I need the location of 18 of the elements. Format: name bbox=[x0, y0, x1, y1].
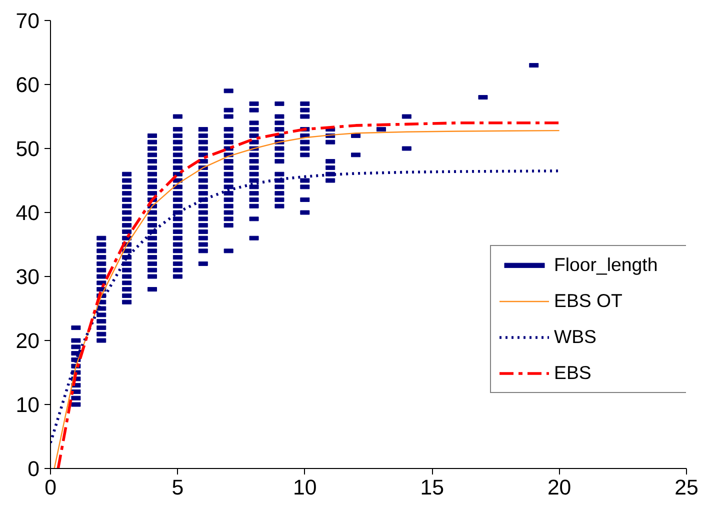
legend-label: EBS bbox=[554, 362, 592, 384]
legend-label: EBS OT bbox=[554, 290, 624, 312]
x-tick-label: 10 bbox=[293, 476, 317, 500]
y-tick-label: 60 bbox=[16, 73, 40, 97]
y-tick-label: 20 bbox=[16, 329, 40, 353]
y-tick-label: 30 bbox=[16, 265, 40, 289]
x-tick-label: 0 bbox=[44, 476, 57, 500]
y-tick-label: 40 bbox=[16, 201, 40, 225]
legend-label: WBS bbox=[554, 326, 598, 348]
legend-label: Floor_length bbox=[554, 254, 659, 276]
x-tick-label: 5 bbox=[172, 476, 184, 500]
y-tick-label: 70 bbox=[16, 9, 40, 33]
x-tick-label: 20 bbox=[547, 476, 572, 500]
y-tick-label: 50 bbox=[16, 137, 40, 161]
y-tick-label: 10 bbox=[16, 393, 40, 417]
x-tick-label: 15 bbox=[420, 476, 444, 500]
x-tick-label: 25 bbox=[674, 476, 698, 500]
y-tick-label: 0 bbox=[28, 457, 40, 481]
